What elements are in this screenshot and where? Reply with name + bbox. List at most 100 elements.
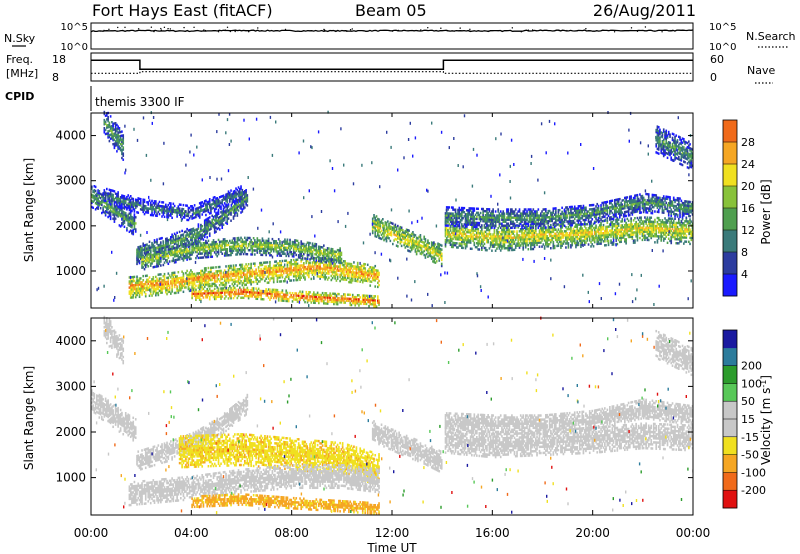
heatmap-cell — [94, 193, 97, 197]
heatmap-cell — [223, 210, 226, 213]
heatmap-cell — [198, 236, 201, 240]
heatmap-cell — [183, 230, 186, 234]
heatmap-cell — [286, 293, 289, 297]
heatmap-cell — [151, 254, 153, 257]
heatmap-cell — [201, 229, 204, 232]
heatmap-cell — [270, 243, 272, 247]
heatmap-cell — [458, 238, 461, 241]
heatmap-cell — [471, 229, 473, 232]
heatmap-cell — [412, 245, 414, 248]
heatmap-cell — [141, 285, 143, 288]
heatmap-cell — [506, 236, 508, 240]
heatmap-cell — [318, 249, 320, 253]
heatmap-cell — [217, 244, 220, 248]
heatmap-cell — [181, 280, 183, 284]
heatmap-cell — [236, 251, 239, 254]
heatmap-cell — [449, 239, 452, 242]
heatmap-cell — [202, 296, 205, 299]
heatmap-cell — [158, 208, 161, 212]
heatmap-cell — [223, 216, 226, 219]
heatmap-cell — [123, 217, 126, 220]
heatmap-cell — [231, 288, 234, 292]
heatmap-cell — [160, 243, 162, 246]
heatmap-cell — [345, 270, 348, 273]
heatmap-cell — [320, 273, 323, 276]
heatmap-cell — [205, 290, 207, 293]
heatmap-cell — [153, 210, 156, 213]
heatmap-cell — [325, 264, 328, 267]
heatmap-cell — [162, 279, 165, 282]
heatmap-cell — [489, 243, 492, 246]
heatmap-cell — [181, 229, 183, 233]
heatmap-cell — [147, 209, 150, 212]
heatmap-cell — [112, 199, 114, 202]
heatmap-cell — [162, 213, 165, 216]
heatmap-cell — [108, 204, 111, 207]
heatmap-cell — [170, 247, 172, 251]
heatmap-cell — [325, 253, 328, 256]
heatmap-cell — [246, 286, 249, 290]
heatmap-cell — [148, 260, 151, 264]
heatmap-cell — [313, 297, 315, 300]
heatmap-cell — [114, 192, 117, 195]
heatmap-cell — [181, 276, 183, 279]
heatmap-cell — [201, 281, 204, 285]
heatmap-cell — [306, 259, 309, 263]
heatmap-cell — [200, 282, 202, 285]
nsky-search-dot — [487, 30, 489, 32]
heatmap-cell — [207, 270, 210, 274]
heatmap-cell — [487, 239, 489, 242]
heatmap-cell — [143, 250, 146, 253]
heatmap-cell — [217, 220, 220, 224]
heatmap-cell — [244, 267, 246, 270]
heatmap-cell — [309, 246, 311, 249]
heatmap-cell — [235, 292, 237, 296]
heatmap-cell — [221, 224, 224, 227]
heatmap-cell — [151, 246, 153, 249]
heatmap-cell — [182, 208, 185, 211]
heatmap-cell — [91, 195, 93, 199]
heatmap-cell — [461, 234, 463, 237]
heatmap-cell — [139, 247, 142, 250]
heatmap-cell — [425, 246, 428, 250]
heatmap-cell — [297, 264, 300, 267]
heatmap-cell — [195, 292, 197, 295]
heatmap-cell — [202, 208, 205, 212]
heatmap-cell — [244, 246, 246, 250]
heatmap-cell — [279, 293, 281, 296]
heatmap-cell — [454, 235, 457, 239]
heatmap-cell — [272, 248, 275, 251]
heatmap-cell — [499, 243, 502, 246]
heatmap-cell — [223, 244, 226, 247]
heatmap-cell — [425, 252, 428, 256]
heatmap-cell — [338, 257, 340, 260]
heatmap-cell — [191, 253, 193, 256]
heatmap-cell — [133, 223, 136, 226]
heatmap-cell — [318, 245, 320, 248]
heatmap-cell — [205, 252, 207, 255]
heatmap-cell — [144, 286, 147, 290]
heatmap-cell — [308, 263, 310, 267]
heatmap-cell — [230, 297, 232, 300]
heatmap-cell — [156, 251, 158, 254]
heatmap-cell — [210, 227, 212, 231]
heatmap-cell — [176, 237, 178, 241]
heatmap-cell — [186, 252, 188, 255]
heatmap-cell — [503, 234, 506, 238]
heatmap-cell — [116, 192, 118, 196]
heatmap-cell — [297, 268, 300, 272]
heatmap-cell — [225, 275, 227, 278]
heatmap-cell — [234, 280, 236, 284]
heatmap-cell — [117, 215, 119, 218]
heatmap-cell — [444, 228, 447, 232]
heatmap-cell — [171, 239, 173, 243]
heatmap-cell — [287, 246, 290, 250]
heatmap-cell — [314, 257, 316, 260]
heatmap-cell — [221, 210, 224, 213]
heatmap-cell — [227, 241, 230, 245]
heatmap-cell — [438, 243, 441, 246]
heatmap-cell — [216, 203, 219, 206]
heatmap-cell — [315, 267, 318, 270]
heatmap-cell — [221, 240, 224, 243]
heatmap-cell — [231, 241, 234, 244]
